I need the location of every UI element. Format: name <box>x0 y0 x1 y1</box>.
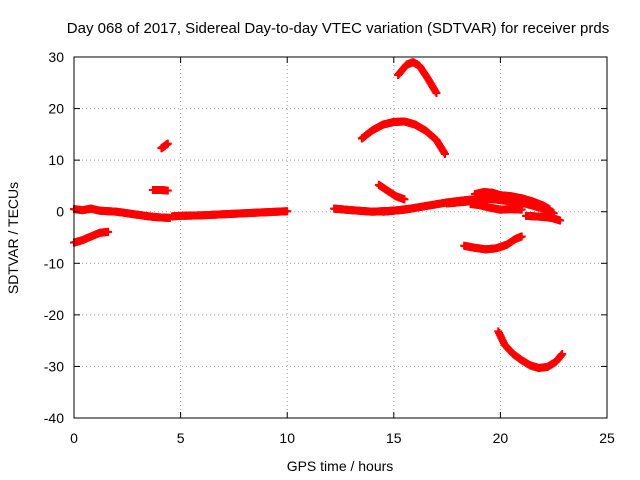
series-15 <box>494 327 567 372</box>
data-point-6-32 <box>400 195 409 204</box>
y-tick-label-4: 0 <box>56 204 64 220</box>
series-1 <box>70 227 113 247</box>
x-tick-label-2: 10 <box>279 430 295 446</box>
data-point-12-62 <box>517 205 526 214</box>
data-point-15-79 <box>558 350 567 359</box>
series-11 <box>470 188 554 214</box>
series-13 <box>521 211 565 225</box>
y-tick-label-2: -20 <box>44 307 64 323</box>
y-tick-label-0: -40 <box>44 410 64 426</box>
data-point-1-41 <box>104 227 113 236</box>
series-2 <box>148 186 172 195</box>
x-axis-label: GPS time / hours <box>287 458 394 474</box>
series-8 <box>394 58 441 98</box>
x-tick-labels: 0 5 10 15 20 25 <box>70 430 615 446</box>
chart-title: Day 068 of 2017, Sidereal Day-to-day VTE… <box>67 20 609 37</box>
data-points <box>70 58 567 372</box>
data-point-11-91 <box>545 205 554 214</box>
series-9 <box>357 117 449 158</box>
x-tick-label-4: 20 <box>493 430 509 446</box>
y-tick-label-6: 20 <box>48 101 64 117</box>
data-point-4-136 <box>283 207 292 216</box>
y-tick-label-3: -10 <box>44 255 64 271</box>
series-12 <box>466 199 526 214</box>
y-tick-label-1: -30 <box>44 358 64 374</box>
plot-frame <box>73 56 608 419</box>
data-point-14-70 <box>517 232 526 241</box>
series-6 <box>374 180 409 204</box>
x-tick-label-0: 0 <box>70 430 78 446</box>
y-tick-label-7: 30 <box>48 49 64 65</box>
series-4 <box>168 207 292 221</box>
data-point-8-48 <box>432 89 441 98</box>
x-tick-label-3: 15 <box>386 430 402 446</box>
x-tick-label-1: 5 <box>177 430 185 446</box>
x-tick-label-5: 25 <box>599 430 615 446</box>
data-point-3-9 <box>163 139 172 148</box>
series-14 <box>460 232 526 254</box>
data-point-9-101 <box>440 149 449 158</box>
data-point-13-42 <box>556 216 565 225</box>
y-axis-label: SDTVAR / TECUs <box>5 182 21 294</box>
series-3 <box>157 139 172 153</box>
data-point-2-18 <box>163 186 172 195</box>
tick-marks <box>73 56 608 419</box>
y-tick-label-5: 10 <box>48 152 64 168</box>
y-tick-labels: -40 -30 -20 -10 0 10 20 30 <box>44 49 64 426</box>
series-0 <box>70 204 174 222</box>
